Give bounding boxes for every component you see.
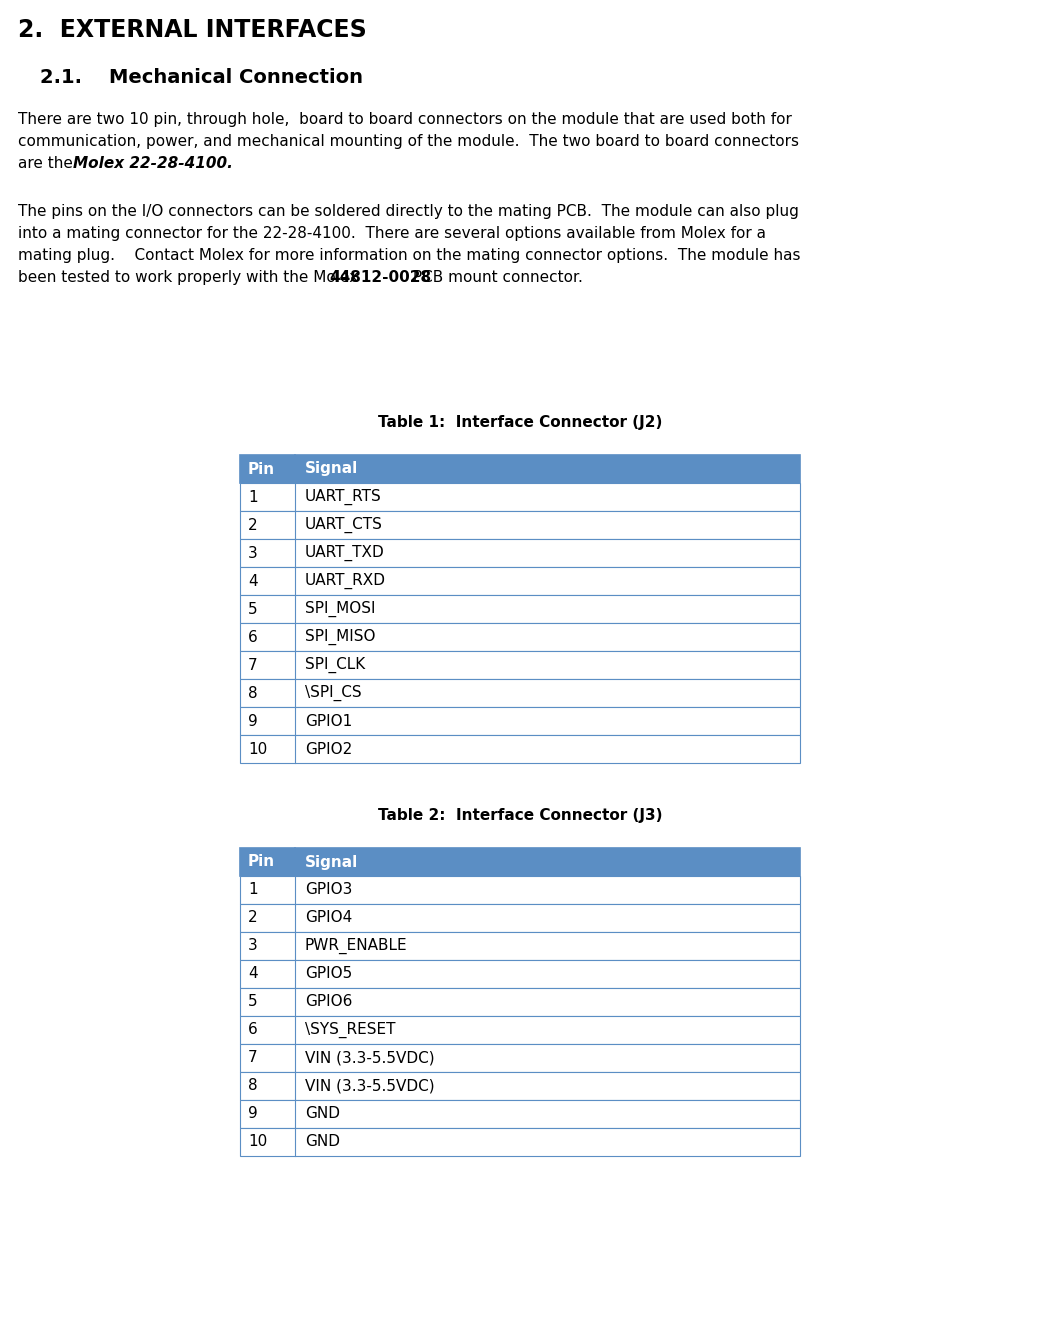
Text: are the: are the [18, 156, 78, 171]
Text: Signal: Signal [305, 461, 358, 476]
Text: UART_CTS: UART_CTS [305, 517, 383, 533]
Bar [240, 568, 800, 595]
Text: UART_RTS: UART_RTS [305, 489, 382, 505]
Text: 2: 2 [248, 517, 257, 533]
Text: VIN (3.3-5.5VDC): VIN (3.3-5.5VDC) [305, 1050, 435, 1066]
Text: GPIO4: GPIO4 [305, 911, 352, 926]
Text: PWR_ENABLE: PWR_ENABLE [305, 937, 408, 955]
Text: GPIO3: GPIO3 [305, 883, 352, 898]
Text: SPI_CLK: SPI_CLK [305, 656, 365, 674]
Text: 5: 5 [248, 994, 257, 1009]
Text: 4: 4 [248, 967, 257, 981]
Text: SPI_MISO: SPI_MISO [305, 629, 376, 646]
Text: 6: 6 [248, 630, 257, 644]
Bar [240, 455, 800, 483]
Text: GND: GND [305, 1135, 340, 1150]
Bar [240, 511, 800, 538]
Bar [240, 1044, 800, 1071]
Text: communication, power, and mechanical mounting of the module.  The two board to b: communication, power, and mechanical mou… [18, 134, 799, 149]
Bar [240, 538, 800, 568]
Bar [240, 1128, 800, 1156]
Text: VIN (3.3-5.5VDC): VIN (3.3-5.5VDC) [305, 1078, 435, 1094]
Bar [240, 1016, 800, 1044]
Text: GND: GND [305, 1106, 340, 1122]
Text: 1: 1 [248, 489, 257, 504]
Bar [240, 735, 800, 762]
Bar [240, 679, 800, 707]
Text: \SYS_RESET: \SYS_RESET [305, 1022, 395, 1038]
Text: GPIO6: GPIO6 [305, 994, 352, 1009]
Bar [240, 960, 800, 988]
Bar [240, 904, 800, 932]
Text: 4: 4 [248, 574, 257, 589]
Text: been tested to work properly with the Molex: been tested to work properly with the Mo… [18, 271, 363, 285]
Text: Molex 22-28-4100.: Molex 22-28-4100. [73, 156, 233, 171]
Text: Pin: Pin [248, 854, 275, 870]
Text: 2.  EXTERNAL INTERFACES: 2. EXTERNAL INTERFACES [18, 19, 366, 42]
Text: GPIO5: GPIO5 [305, 967, 352, 981]
Text: SPI_MOSI: SPI_MOSI [305, 601, 376, 617]
Text: 7: 7 [248, 658, 257, 672]
Text: UART_RXD: UART_RXD [305, 573, 386, 589]
Text: PCB mount connector.: PCB mount connector. [408, 271, 583, 285]
Text: 9: 9 [248, 713, 257, 728]
Text: Table 2:  Interface Connector (J3): Table 2: Interface Connector (J3) [378, 808, 662, 823]
Text: GPIO1: GPIO1 [305, 713, 352, 728]
Text: 1: 1 [248, 883, 257, 898]
Text: \SPI_CS: \SPI_CS [305, 686, 361, 701]
Bar [240, 932, 800, 960]
Text: GPIO2: GPIO2 [305, 741, 352, 757]
Text: mating plug.    Contact Molex for more information on the mating connector optio: mating plug. Contact Molex for more info… [18, 248, 800, 263]
Text: Signal: Signal [305, 854, 358, 870]
Bar [240, 623, 800, 651]
Text: 8: 8 [248, 686, 257, 700]
Text: 2: 2 [248, 911, 257, 926]
Text: 6: 6 [248, 1022, 257, 1037]
Text: 8: 8 [248, 1078, 257, 1094]
Text: 3: 3 [248, 545, 257, 561]
Text: UART_TXD: UART_TXD [305, 545, 385, 561]
Text: Table 1:  Interface Connector (J2): Table 1: Interface Connector (J2) [378, 415, 662, 430]
Text: 2.1.    Mechanical Connection: 2.1. Mechanical Connection [40, 68, 363, 88]
Bar [240, 849, 800, 876]
Text: 3: 3 [248, 939, 257, 953]
Bar [240, 1101, 800, 1128]
Bar [240, 988, 800, 1016]
Text: The pins on the I/O connectors can be soldered directly to the mating PCB.  The : The pins on the I/O connectors can be so… [18, 204, 799, 219]
Bar [240, 876, 800, 904]
Text: 44812-0028: 44812-0028 [329, 271, 431, 285]
Text: into a mating connector for the 22-28-4100.  There are several options available: into a mating connector for the 22-28-41… [18, 225, 766, 241]
Bar [240, 595, 800, 623]
Text: There are two 10 pin, through hole,  board to board connectors on the module tha: There are two 10 pin, through hole, boar… [18, 111, 792, 127]
Text: 7: 7 [248, 1050, 257, 1066]
Text: 10: 10 [248, 1135, 267, 1150]
Text: 9: 9 [248, 1106, 257, 1122]
Text: Pin: Pin [248, 461, 275, 476]
Bar [240, 483, 800, 511]
Text: 10: 10 [248, 741, 267, 757]
Bar [240, 651, 800, 679]
Bar [240, 1071, 800, 1101]
Text: 5: 5 [248, 602, 257, 617]
Bar [240, 707, 800, 735]
